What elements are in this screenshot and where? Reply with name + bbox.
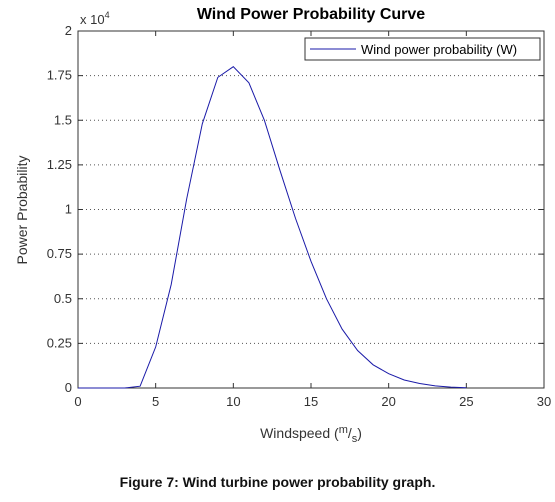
x-tick-label: 25 — [459, 394, 473, 409]
x-axis-label: Windspeed (m/s) — [260, 424, 362, 445]
y-multiplier-base: x 10 — [80, 12, 105, 27]
chart-svg: Wind Power Probability Curve 0 0.25 0.5 0.7… — [14, 6, 552, 445]
x-tick-label: 15 — [304, 394, 318, 409]
y-tick-label: 1.5 — [54, 112, 72, 127]
x-tick-label: 0 — [74, 394, 81, 409]
x-tick-label: 20 — [381, 394, 395, 409]
chart-title: Wind Power Probability Curve — [197, 6, 425, 23]
y-multiplier: x 104 — [80, 10, 110, 27]
y-tick-label: 1 — [65, 202, 72, 217]
legend: Wind power probability (W) — [304, 37, 541, 61]
series — [78, 66, 467, 389]
series-line — [78, 66, 467, 389]
y-tick-label: 0.5 — [54, 291, 72, 306]
x-tick-label: 30 — [537, 394, 551, 409]
y-tick-label: 0.25 — [47, 335, 72, 350]
y-tick-label: 2 — [65, 23, 72, 38]
x-axis-unit-num: m — [339, 424, 348, 436]
x-tick-label: 5 — [152, 394, 159, 409]
legend-label: Wind power probability (W) — [361, 42, 517, 57]
figure-caption: Figure 7: Wind turbine power probability… — [119, 474, 436, 490]
legend-box — [304, 37, 541, 61]
y-tick-label: 0.75 — [47, 246, 72, 261]
y-tick-label: 1.75 — [47, 68, 72, 83]
y-multiplier-exponent: 4 — [105, 10, 110, 20]
y-axis-label: Power Probability — [14, 156, 30, 265]
x-tick-label: 10 — [226, 394, 240, 409]
x-axis-label-text: Windspeed — [260, 425, 330, 441]
grid — [78, 75, 544, 344]
y-tick-label: 0 — [65, 380, 72, 395]
x-axis-unit-den: s — [352, 433, 358, 445]
y-tick-label: 1.25 — [47, 157, 72, 172]
